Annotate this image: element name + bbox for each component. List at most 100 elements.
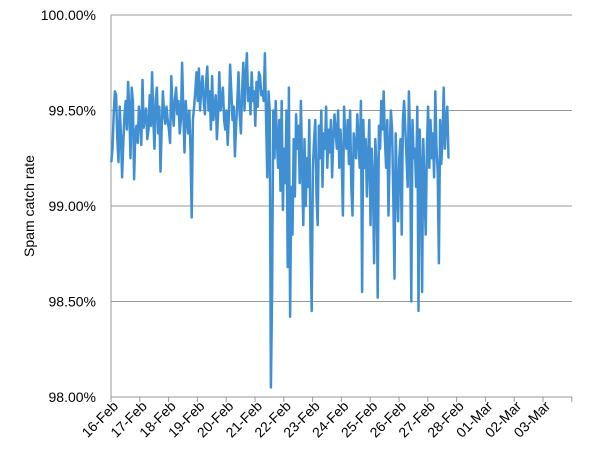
data-point	[194, 90, 196, 92]
series-line	[110, 51, 450, 389]
data-point	[297, 125, 300, 127]
data-point	[137, 142, 139, 144]
data-point	[254, 125, 256, 127]
data-point	[195, 71, 198, 73]
data-point	[433, 176, 435, 178]
data-point	[236, 100, 238, 102]
data-point	[421, 291, 423, 293]
data-point	[414, 148, 416, 150]
data-point	[252, 100, 254, 102]
y-tick-labels: 98.00% 98.50% 99.00% 99.50% 100.00%	[41, 7, 96, 405]
data-point	[404, 129, 406, 131]
data-point	[157, 132, 159, 135]
data-point	[359, 167, 361, 169]
data-point	[164, 123, 166, 125]
y-tick-label: 98.00%	[49, 389, 96, 405]
data-point	[426, 148, 428, 150]
data-point	[225, 109, 228, 112]
data-point	[410, 300, 412, 303]
data-point	[181, 62, 183, 64]
data-point	[434, 90, 436, 92]
data-point	[378, 125, 380, 127]
data-point	[204, 113, 206, 115]
data-point	[270, 386, 272, 389]
data-point	[163, 113, 165, 115]
data-point	[331, 176, 333, 178]
data-point	[300, 100, 302, 102]
data-point	[284, 182, 286, 184]
data-point	[401, 234, 403, 236]
data-point	[423, 186, 426, 188]
data-point	[396, 186, 398, 188]
data-point	[405, 157, 408, 159]
data-point	[161, 127, 163, 129]
data-point	[393, 277, 396, 280]
data-point	[230, 90, 232, 92]
data-point	[115, 94, 117, 96]
data-point	[269, 109, 271, 112]
data-point	[153, 148, 156, 150]
data-point	[408, 90, 410, 92]
data-point	[295, 113, 297, 115]
data-point	[324, 148, 326, 150]
data-point	[180, 119, 182, 121]
data-point	[122, 142, 124, 144]
data-point	[216, 138, 218, 140]
data-point	[373, 262, 375, 264]
data-point	[182, 109, 184, 112]
data-point	[187, 132, 189, 135]
data-point	[261, 90, 264, 92]
data-point	[192, 119, 194, 121]
data-point	[259, 75, 261, 77]
data-point	[139, 119, 141, 121]
data-point	[362, 119, 364, 121]
data-point	[445, 119, 447, 121]
data-point	[285, 109, 288, 112]
data-point	[402, 119, 404, 121]
data-point	[354, 148, 356, 150]
data-point	[243, 109, 246, 112]
data-point	[141, 79, 144, 81]
data-point	[379, 148, 381, 150]
data-point	[253, 90, 255, 92]
data-point	[318, 125, 320, 127]
data-point	[126, 129, 128, 131]
data-point	[119, 106, 121, 108]
data-point	[325, 106, 327, 108]
data-point	[159, 171, 162, 173]
data-point	[338, 167, 340, 169]
data-point	[231, 119, 234, 121]
data-point	[151, 71, 153, 73]
data-point	[168, 129, 170, 131]
data-point	[125, 100, 127, 102]
data-point	[205, 81, 207, 83]
data-point	[428, 167, 430, 169]
data-point	[438, 262, 440, 264]
data-point	[149, 94, 151, 96]
data-point	[278, 119, 280, 121]
data-point	[329, 151, 331, 154]
data-point	[147, 129, 150, 131]
data-point	[390, 109, 392, 112]
data-point	[371, 148, 373, 150]
data-point	[306, 157, 308, 159]
data-point	[351, 214, 354, 217]
data-point	[350, 186, 352, 188]
data-point	[293, 138, 295, 140]
data-point	[429, 119, 432, 121]
data-point	[294, 195, 296, 198]
data-point	[203, 100, 205, 102]
data-point	[183, 151, 186, 154]
data-point	[411, 119, 414, 121]
data-point	[337, 109, 339, 112]
data-point	[152, 119, 154, 121]
data-point	[349, 109, 351, 112]
data-point	[237, 71, 240, 73]
data-point	[179, 132, 181, 135]
data-point	[363, 167, 366, 169]
data-point	[330, 119, 332, 121]
data-point	[189, 148, 192, 150]
data-point	[389, 148, 391, 150]
